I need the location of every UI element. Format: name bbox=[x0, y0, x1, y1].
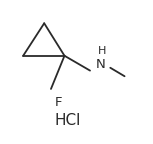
Text: HCl: HCl bbox=[54, 113, 81, 128]
Text: N: N bbox=[96, 58, 105, 71]
Text: H: H bbox=[98, 46, 106, 56]
Text: F: F bbox=[55, 96, 62, 109]
